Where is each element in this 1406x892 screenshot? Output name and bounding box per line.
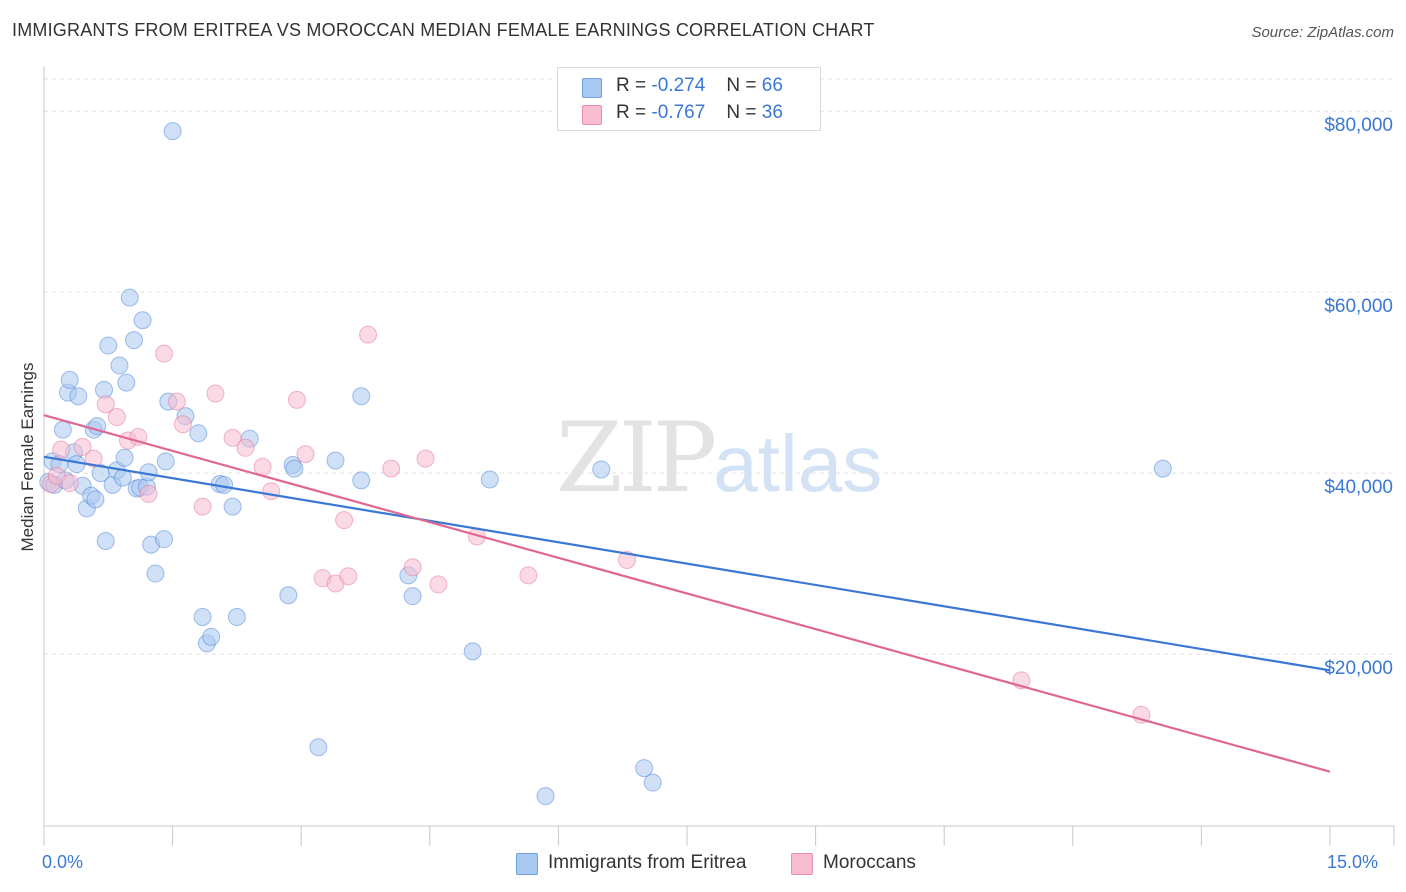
point-eritrea	[352, 387, 371, 406]
point-moroccans	[287, 390, 306, 409]
point-moroccans	[206, 384, 225, 403]
point-eritrea	[403, 587, 422, 606]
point-moroccans	[359, 325, 378, 344]
legend-swatch-moroccans	[791, 853, 813, 875]
x-tick-label-min: 0.0%	[42, 852, 84, 872]
watermark: ZIPatlas	[556, 402, 882, 514]
legend-text-eritrea: R = -0.274 N = 66	[616, 75, 783, 97]
point-moroccans	[339, 567, 358, 586]
point-moroccans	[52, 440, 71, 459]
point-eritrea	[163, 122, 182, 141]
point-moroccans	[382, 459, 401, 478]
point-moroccans	[296, 445, 315, 464]
y-axis-label: Median Female Earnings	[18, 362, 37, 552]
point-eritrea	[60, 370, 79, 389]
r-label: R =	[616, 102, 647, 123]
chart-title: IMMIGRANTS FROM ERITREA VS MOROCCAN MEDI…	[12, 20, 875, 40]
point-eritrea	[146, 564, 165, 583]
point-moroccans	[167, 392, 186, 411]
point-eritrea	[202, 627, 221, 646]
point-eritrea	[643, 773, 662, 792]
axes	[43, 66, 1395, 846]
point-moroccans	[60, 474, 79, 493]
legend-swatch-eritrea	[516, 853, 538, 875]
point-eritrea	[99, 336, 118, 355]
point-eritrea	[96, 531, 115, 550]
point-eritrea	[115, 448, 134, 467]
point-moroccans	[335, 511, 354, 530]
legend-swatch-eritrea	[582, 78, 602, 98]
trend-line-moroccans	[43, 414, 1331, 773]
point-moroccans	[519, 566, 538, 585]
point-moroccans	[139, 484, 158, 503]
point-moroccans	[155, 344, 174, 363]
point-moroccans	[403, 558, 422, 577]
point-moroccans	[84, 449, 103, 468]
trend-line-eritrea	[43, 455, 1331, 672]
legend-swatch-moroccans	[582, 105, 602, 125]
r-value: -0.274	[651, 75, 706, 96]
n-value: 66	[761, 75, 783, 96]
point-eritrea	[189, 424, 208, 443]
point-eritrea	[223, 497, 242, 516]
point-eritrea	[155, 530, 174, 549]
n-label: N =	[726, 102, 757, 123]
r-label: R =	[616, 75, 647, 96]
point-eritrea	[125, 331, 144, 350]
n-value: 36	[761, 102, 783, 123]
legend-label-eritrea: Immigrants from Eritrea	[548, 852, 747, 873]
point-moroccans	[236, 438, 255, 457]
watermark-zip: ZIP	[556, 402, 717, 514]
point-moroccans	[73, 437, 92, 456]
point-eritrea	[69, 387, 88, 406]
point-eritrea	[463, 642, 482, 661]
point-eritrea	[193, 607, 212, 626]
point-moroccans	[253, 457, 272, 476]
point-eritrea	[592, 460, 611, 479]
point-eritrea	[120, 288, 139, 307]
y-tick-label: $60,000	[1324, 296, 1393, 318]
point-eritrea	[326, 451, 345, 470]
point-eritrea	[1153, 459, 1172, 478]
point-eritrea	[352, 471, 371, 490]
legend-text-moroccans: R = -0.767 N = 36	[616, 102, 783, 124]
n-label: N =	[726, 75, 757, 96]
correlation-legend: R = -0.274 N = 66 R = -0.767 N = 36	[557, 67, 821, 131]
point-moroccans	[193, 497, 212, 516]
point-eritrea	[227, 607, 246, 626]
point-eritrea	[309, 738, 328, 757]
point-eritrea	[133, 311, 152, 330]
point-eritrea	[536, 787, 555, 806]
point-eritrea	[156, 452, 175, 471]
point-eritrea	[110, 356, 129, 375]
watermark-atlas: atlas	[713, 419, 883, 508]
point-eritrea	[285, 459, 304, 478]
point-moroccans	[617, 550, 636, 569]
y-tick-label: $20,000	[1324, 658, 1393, 680]
point-moroccans	[262, 482, 281, 501]
x-tick-label-max: 15.0%	[1327, 852, 1379, 872]
legend-label-moroccans: Moroccans	[823, 852, 916, 873]
point-eritrea	[635, 759, 654, 778]
point-eritrea	[480, 470, 499, 489]
point-moroccans	[416, 449, 435, 468]
point-moroccans	[96, 395, 115, 414]
point-eritrea	[117, 373, 136, 392]
point-eritrea	[279, 586, 298, 605]
point-moroccans	[429, 575, 448, 594]
y-tick-label: $80,000	[1324, 115, 1393, 137]
y-tick-label: $40,000	[1324, 477, 1393, 499]
point-eritrea	[86, 490, 105, 509]
point-moroccans	[173, 415, 192, 434]
trend-lines	[43, 414, 1331, 773]
data-points	[39, 122, 1172, 806]
point-eritrea	[53, 420, 72, 439]
r-value: -0.767	[651, 102, 706, 123]
point-moroccans	[223, 428, 242, 447]
chart-source: Source: ZipAtlas.com	[1251, 24, 1394, 41]
point-moroccans	[107, 408, 126, 427]
